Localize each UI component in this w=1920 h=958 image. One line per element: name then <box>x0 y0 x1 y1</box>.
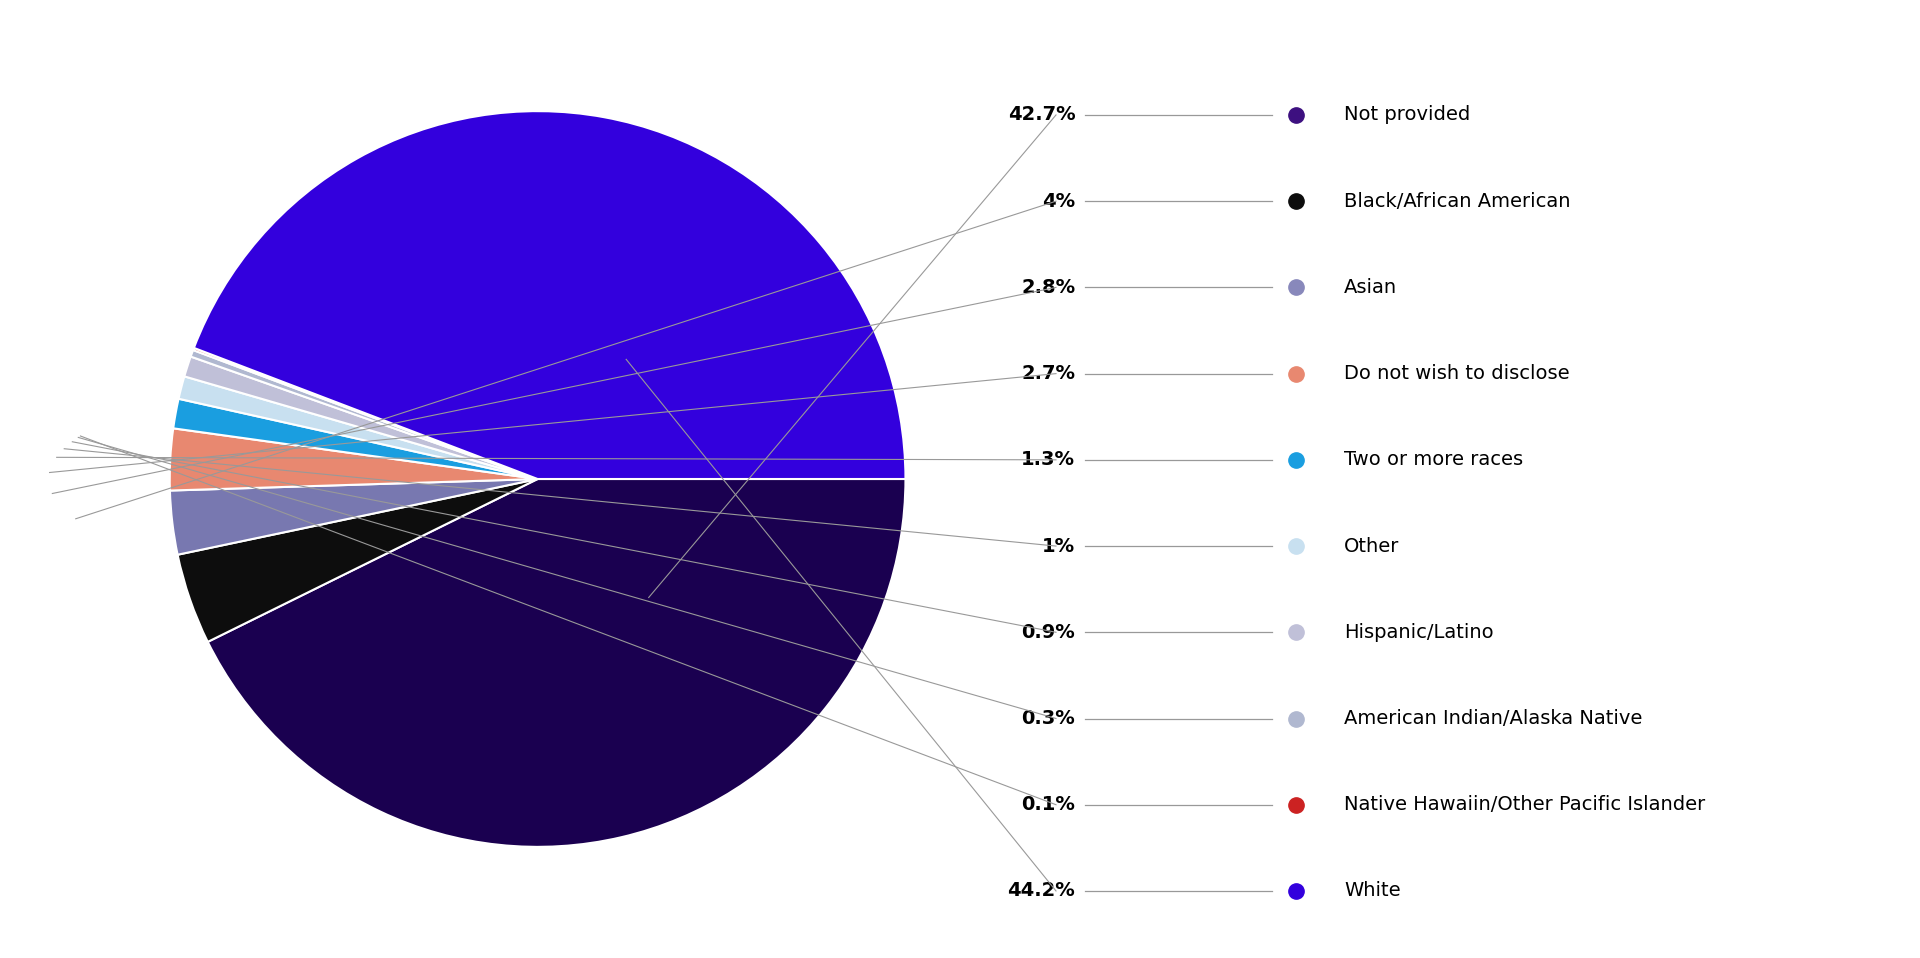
Wedge shape <box>179 479 538 642</box>
Text: Not provided: Not provided <box>1344 105 1471 125</box>
Text: Native Hawaiin/Other Pacific Islander: Native Hawaiin/Other Pacific Islander <box>1344 795 1705 814</box>
Wedge shape <box>179 376 538 479</box>
Text: American Indian/Alaska Native: American Indian/Alaska Native <box>1344 709 1642 728</box>
Wedge shape <box>194 348 538 479</box>
Text: 1%: 1% <box>1043 536 1075 556</box>
Text: 2.8%: 2.8% <box>1021 278 1075 297</box>
Text: 1.3%: 1.3% <box>1021 450 1075 469</box>
Wedge shape <box>169 479 538 555</box>
Wedge shape <box>173 399 538 479</box>
Wedge shape <box>184 356 538 479</box>
Text: Asian: Asian <box>1344 278 1398 297</box>
Wedge shape <box>169 428 538 490</box>
Text: 42.7%: 42.7% <box>1008 105 1075 125</box>
Text: 0.9%: 0.9% <box>1021 623 1075 642</box>
Text: 44.2%: 44.2% <box>1008 881 1075 901</box>
Text: 0.1%: 0.1% <box>1021 795 1075 814</box>
Text: Black/African American: Black/African American <box>1344 192 1571 211</box>
Text: 4%: 4% <box>1043 192 1075 211</box>
Text: Other: Other <box>1344 536 1400 556</box>
Text: White: White <box>1344 881 1400 901</box>
Wedge shape <box>194 111 906 479</box>
Text: 0.3%: 0.3% <box>1021 709 1075 728</box>
Text: 2.7%: 2.7% <box>1021 364 1075 383</box>
Text: Hispanic/Latino: Hispanic/Latino <box>1344 623 1494 642</box>
Text: Do not wish to disclose: Do not wish to disclose <box>1344 364 1571 383</box>
Wedge shape <box>207 479 906 847</box>
Text: Two or more races: Two or more races <box>1344 450 1523 469</box>
Wedge shape <box>190 350 538 479</box>
